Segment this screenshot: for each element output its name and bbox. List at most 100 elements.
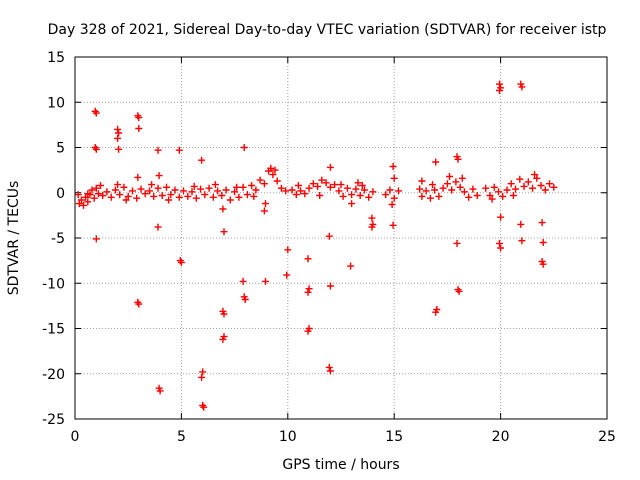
data-point (92, 184, 100, 192)
data-point (432, 308, 440, 316)
data-point (92, 109, 100, 117)
data-point (148, 181, 156, 189)
data-point (240, 144, 248, 151)
data-point (116, 191, 124, 199)
data-point (301, 190, 309, 198)
data-point (211, 181, 219, 189)
y-tick-label: -15 (42, 322, 65, 338)
data-point (184, 192, 192, 200)
y-tick-label: -20 (42, 367, 65, 383)
data-point (305, 285, 313, 293)
data-point (305, 184, 313, 192)
data-point (99, 192, 107, 199)
data-point (277, 184, 285, 192)
data-points (74, 80, 558, 411)
data-point (262, 277, 269, 285)
data-point (146, 187, 153, 195)
data-point (175, 146, 183, 154)
data-point (122, 196, 130, 204)
data-point (262, 200, 269, 208)
data-point (292, 191, 300, 199)
chart-title: Day 328 of 2021, Sidereal Day-to-day VTE… (48, 22, 607, 38)
data-point (304, 288, 312, 296)
data-point (453, 239, 461, 247)
data-point (115, 129, 123, 137)
data-point (541, 186, 549, 194)
data-point (368, 214, 376, 222)
data-point (219, 205, 227, 213)
data-point (233, 183, 241, 191)
data-point (517, 220, 525, 228)
data-point (386, 186, 394, 194)
data-point (154, 146, 162, 154)
data-point (390, 194, 398, 202)
data-point (529, 184, 536, 192)
data-point (454, 155, 462, 163)
data-point (114, 125, 122, 133)
y-tick-label: 10 (47, 95, 65, 111)
data-point (520, 182, 528, 190)
data-point (154, 223, 162, 231)
data-point (163, 183, 170, 191)
data-point (497, 213, 505, 221)
data-point (269, 171, 277, 179)
data-point (124, 192, 132, 200)
data-point (114, 134, 122, 142)
data-point (241, 296, 249, 303)
data-point (322, 179, 330, 187)
data-point (546, 180, 553, 188)
data-point (326, 282, 334, 290)
data-point (325, 363, 333, 371)
data-point (337, 181, 345, 189)
y-tick-label: -25 (42, 412, 65, 428)
data-point (482, 184, 490, 192)
data-point (77, 196, 85, 204)
data-point (304, 327, 312, 335)
data-point (432, 158, 440, 166)
data-point (248, 182, 256, 189)
data-point (226, 196, 234, 204)
data-point (97, 182, 104, 189)
data-point (360, 186, 368, 194)
data-point (250, 192, 258, 200)
data-point (516, 175, 524, 183)
data-point (497, 244, 505, 252)
data-point (243, 191, 251, 199)
data-point (503, 186, 511, 194)
data-point (326, 163, 334, 171)
data-point (331, 181, 339, 189)
data-point (354, 179, 362, 187)
data-point (326, 367, 334, 375)
data-point (220, 228, 228, 236)
data-point (538, 219, 546, 227)
data-point (190, 182, 198, 190)
y-axis-label: SDTVAR / TECUs (6, 181, 22, 296)
data-point (314, 182, 322, 190)
data-point (446, 173, 453, 180)
data-point (368, 223, 376, 231)
data-point (524, 178, 532, 186)
data-point (326, 183, 334, 191)
data-point (134, 298, 142, 306)
data-point (531, 171, 539, 179)
data-point (469, 185, 477, 193)
data-point (92, 145, 100, 153)
data-point (347, 262, 355, 270)
data-point (103, 188, 111, 196)
data-point (352, 185, 360, 193)
data-point (325, 232, 333, 240)
data-point (358, 182, 366, 189)
data-point (75, 200, 83, 208)
data-point (496, 87, 503, 94)
data-point (175, 193, 183, 201)
y-tick-label: -10 (42, 276, 65, 292)
data-point (201, 191, 209, 199)
data-point (134, 173, 142, 181)
data-point (154, 184, 162, 192)
data-point (90, 194, 98, 202)
data-point (509, 192, 517, 199)
data-point (114, 181, 122, 189)
data-point (111, 186, 119, 194)
data-point (199, 368, 207, 376)
data-point (165, 196, 173, 204)
